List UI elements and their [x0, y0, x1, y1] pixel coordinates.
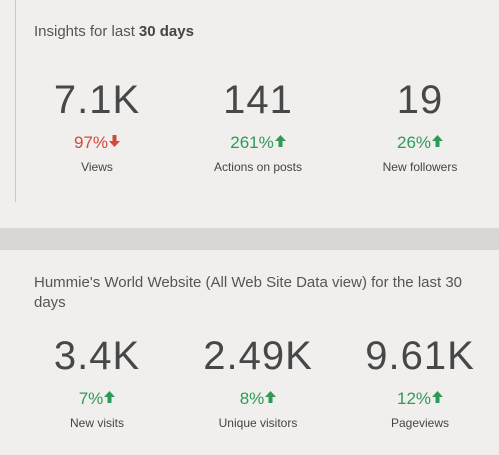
divider-line [15, 0, 16, 202]
stat-label: Pageviews [390, 416, 450, 430]
stat-change: 261% [178, 132, 338, 154]
stat-value: 2.49K [203, 334, 313, 378]
stat: 7.1K 97% Views [17, 78, 177, 174]
arrow-up [104, 391, 116, 403]
stat-value: 7.1K [53, 78, 141, 122]
change-text: 261% [230, 133, 274, 152]
stat-value: 141 [223, 78, 293, 122]
card-title: Insights for last 30 days [34, 22, 494, 42]
arrow-shape [432, 135, 444, 147]
arrow-shape [274, 135, 286, 147]
arrow-shape [104, 391, 116, 403]
arrow-up [432, 135, 444, 147]
stat-value: 9.61K [365, 334, 475, 378]
arrow-up [265, 391, 277, 403]
change-text: 7% [78, 389, 104, 408]
arrow-up [274, 135, 286, 147]
stat-change: 12% [340, 388, 499, 410]
stat-label: Views [81, 160, 113, 174]
change-text: 12% [396, 389, 432, 408]
stat-label: Unique visitors [218, 416, 298, 430]
stat-label: New followers [382, 160, 458, 174]
stat-label: New visits [69, 416, 124, 430]
stat: 2.49K 8% Unique visitors [178, 334, 338, 430]
stat: 3.4K 7% New visits [17, 334, 177, 430]
arrow-shape [432, 391, 444, 403]
stat: 9.61K 12% Pageviews [340, 334, 499, 430]
stat-change: 7% [17, 388, 177, 410]
arrow-up [432, 391, 444, 403]
change-text: 97% [73, 133, 109, 152]
stat-label: Actions on posts [213, 160, 303, 174]
card-title: Hummie's World Website (All Web Site Dat… [34, 273, 494, 313]
change-text: 8% [239, 389, 265, 408]
stat-value: 19 [396, 78, 444, 122]
change-text: 26% [396, 133, 432, 152]
title-bold: 30 days [138, 23, 194, 40]
title-text: Insights for last [34, 23, 135, 40]
stat: 141 261% Actions on posts [178, 78, 338, 174]
insights-card: Insights for last 30 days 7.1K 97% Views 141… [15, 0, 499, 202]
stat-value: 3.4K [53, 334, 141, 378]
separator [0, 228, 499, 250]
website-card: Hummie's World Website (All Web Site Dat… [0, 250, 499, 455]
arrow-shape [109, 135, 121, 147]
arrow-down [109, 135, 121, 147]
title-text: Hummie's World Website (All Web Site Dat… [34, 274, 463, 311]
stat-change: 26% [340, 132, 499, 154]
stat: 19 26% New followers [340, 78, 499, 174]
arrow-shape [265, 391, 277, 403]
stat-change: 8% [178, 388, 338, 410]
stat-change: 97% [17, 132, 177, 154]
